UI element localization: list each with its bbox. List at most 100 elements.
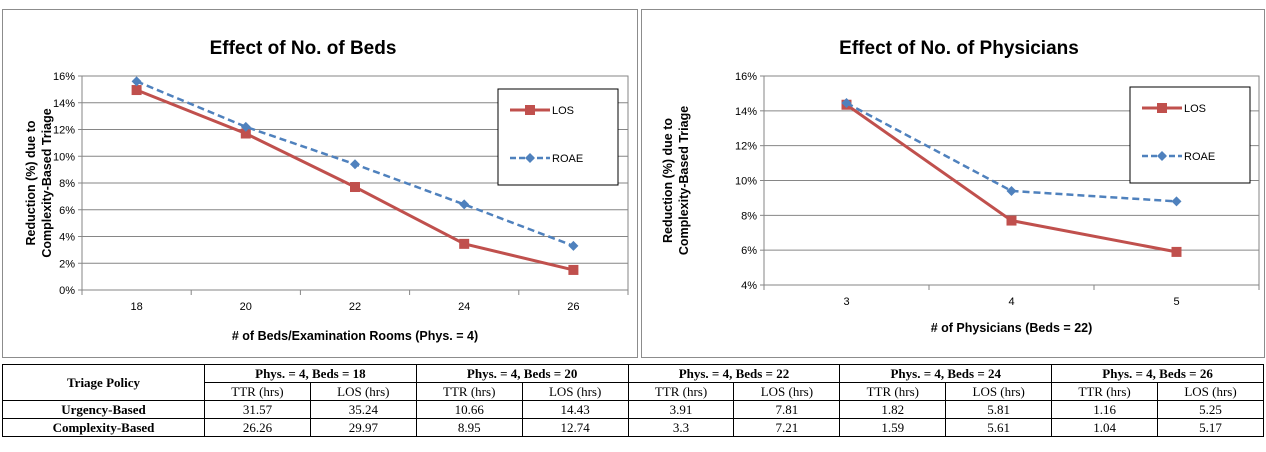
chart-physicians: Effect of No. of Physicians 4% 6% 8% 10% 12% 1… bbox=[661, 38, 1260, 335]
table-subheader: LOS (hrs) bbox=[945, 382, 1053, 401]
plot-area bbox=[81, 75, 629, 291]
table-row-label: Urgency-Based bbox=[2, 400, 205, 419]
data-point-roae bbox=[1171, 196, 1182, 207]
chart-panel-physicians: Effect of No. of Physicians 4% 6% 8% 10% 12% 1… bbox=[641, 9, 1265, 358]
chart-beds: Effect of No. of Beds 0% 2% 4% 6% 8% 10% 12% 14%… bbox=[24, 38, 629, 343]
table-group-header: Phys. = 4, Beds = 26 bbox=[1051, 364, 1264, 383]
y-tick-label: 10% bbox=[53, 151, 75, 163]
legend-marker-roae bbox=[1157, 151, 1167, 161]
table-cell: 3.91 bbox=[627, 400, 735, 419]
table-cell: 7.81 bbox=[733, 400, 841, 419]
y-tick-label: 0% bbox=[59, 285, 75, 297]
table-subheader: TTR (hrs) bbox=[415, 382, 523, 401]
x-tick-label: 18 bbox=[130, 301, 142, 313]
data-point-los bbox=[568, 264, 579, 275]
data-point-los bbox=[1006, 215, 1017, 226]
y-tick-label: 6% bbox=[59, 205, 75, 217]
y-tick-label: 10% bbox=[735, 176, 757, 188]
chart-title: Effect of No. of Physicians bbox=[839, 38, 1079, 59]
y-axis-title: Complexity-Based Triage bbox=[40, 108, 54, 257]
x-axis-title: # of Physicians (Beds = 22) bbox=[931, 321, 1093, 335]
table-cell: 29.97 bbox=[309, 418, 417, 437]
table-subheader: LOS (hrs) bbox=[1157, 382, 1264, 401]
legend bbox=[1129, 86, 1251, 184]
chart-title: Effect of No. of Beds bbox=[210, 38, 397, 59]
table-cell: 5.81 bbox=[945, 400, 1053, 419]
chart-panel-beds: Effect of No. of Beds 0% 2% 4% 6% 8% 10% 12% 14%… bbox=[2, 9, 638, 358]
x-tick-label: 24 bbox=[458, 301, 470, 313]
legend-marker-roae bbox=[525, 153, 535, 163]
table-cell: 3.3 bbox=[627, 418, 735, 437]
data-point-roae bbox=[459, 199, 470, 210]
table-corner-header: Triage Policy bbox=[2, 364, 205, 401]
table-row-label: Complexity-Based bbox=[2, 418, 205, 437]
y-tick-label: 16% bbox=[735, 71, 757, 83]
x-tick-label: 4 bbox=[1008, 296, 1014, 308]
table-cell: 5.17 bbox=[1157, 418, 1264, 437]
data-point-los bbox=[459, 238, 470, 249]
data-point-los bbox=[131, 85, 142, 96]
table-cell: 1.59 bbox=[839, 418, 947, 437]
table-subheader: TTR (hrs) bbox=[839, 382, 947, 401]
table-subheader: TTR (hrs) bbox=[1051, 382, 1159, 401]
table-cell: 10.66 bbox=[415, 400, 523, 419]
y-tick-label: 4% bbox=[741, 280, 757, 292]
y-tick-label: 4% bbox=[59, 232, 75, 244]
table-header-row: Triage Policy Phys. = 4, Beds = 18 Phys.… bbox=[2, 364, 1264, 401]
table-cell: 1.82 bbox=[839, 400, 947, 419]
table-subheader: LOS (hrs) bbox=[733, 382, 841, 401]
data-point-roae bbox=[1006, 185, 1017, 196]
results-table: Triage Policy Phys. = 4, Beds = 18 Phys.… bbox=[2, 364, 1264, 437]
legend-marker-los bbox=[1157, 103, 1167, 113]
series-line-los bbox=[845, 103, 1177, 254]
x-tick-label: 3 bbox=[843, 296, 849, 308]
y-tick-label: 14% bbox=[53, 98, 75, 110]
table-cell: 5.25 bbox=[1157, 400, 1264, 419]
y-axis-title: Complexity-Based Triage bbox=[677, 106, 691, 255]
data-point-los bbox=[350, 182, 360, 193]
y-tick-label: 6% bbox=[741, 245, 757, 257]
series-line-roae bbox=[845, 101, 1177, 203]
table-cell: 1.04 bbox=[1051, 418, 1159, 437]
y-axis-title: Reduction (%) due to bbox=[24, 120, 38, 245]
x-axis-title: # of Beds/Examination Rooms (Phys. = 4) bbox=[232, 329, 478, 343]
y-tick-label: 2% bbox=[59, 258, 75, 270]
table-cell: 7.21 bbox=[733, 418, 841, 437]
table-subheader: LOS (hrs) bbox=[309, 382, 417, 401]
table-group-header: Phys. = 4, Beds = 24 bbox=[839, 364, 1053, 383]
y-tick-label: 8% bbox=[741, 210, 757, 222]
table-group-header: Phys. = 4, Beds = 18 bbox=[204, 364, 417, 383]
table-cell: 14.43 bbox=[521, 400, 629, 419]
data-point-roae bbox=[350, 159, 360, 170]
legend-label-los: LOS bbox=[1184, 103, 1206, 115]
y-axis-title: Reduction (%) due to bbox=[661, 118, 675, 243]
table-subheader: TTR (hrs) bbox=[627, 382, 735, 401]
data-point-roae bbox=[841, 97, 852, 108]
legend-label-roae: ROAE bbox=[552, 153, 583, 165]
data-point-los bbox=[1171, 246, 1182, 257]
table-cell: 26.26 bbox=[204, 418, 311, 437]
y-tick-label: 12% bbox=[735, 141, 757, 153]
table-cell: 31.57 bbox=[204, 400, 311, 419]
table-cell: 12.74 bbox=[521, 418, 629, 437]
table-cell: 1.16 bbox=[1051, 400, 1159, 419]
data-point-los bbox=[240, 128, 251, 139]
legend-label-roae: ROAE bbox=[1184, 151, 1215, 163]
y-tick-label: 8% bbox=[59, 178, 75, 190]
table-row: Complexity-Based 26.26 29.97 8.95 12.74 … bbox=[2, 418, 1264, 437]
table-group-header: Phys. = 4, Beds = 20 bbox=[415, 364, 629, 383]
legend bbox=[497, 88, 619, 186]
data-point-roae bbox=[131, 76, 142, 87]
data-point-roae bbox=[240, 121, 251, 132]
table-group-header: Phys. = 4, Beds = 22 bbox=[627, 364, 841, 383]
x-tick-label: 20 bbox=[240, 301, 252, 313]
x-tick-label: 5 bbox=[1173, 296, 1179, 308]
legend-label-los: LOS bbox=[552, 105, 574, 117]
y-tick-label: 12% bbox=[53, 125, 75, 137]
table-cell: 35.24 bbox=[309, 400, 417, 419]
table-cell: 5.61 bbox=[945, 418, 1053, 437]
table-cell: 8.95 bbox=[415, 418, 523, 437]
table-subheader: TTR (hrs) bbox=[204, 382, 311, 401]
table-row: Urgency-Based 31.57 35.24 10.66 14.43 3.… bbox=[2, 400, 1264, 419]
y-tick-label: 16% bbox=[53, 71, 75, 83]
